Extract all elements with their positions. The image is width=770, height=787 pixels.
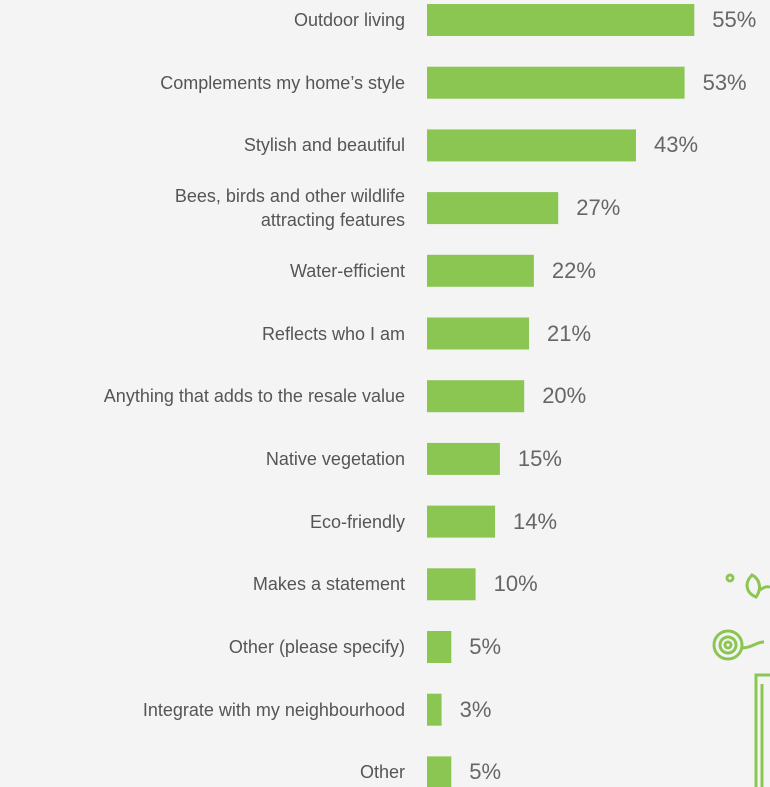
bar	[427, 442, 500, 475]
bar	[427, 129, 636, 162]
decoration-icon	[712, 573, 770, 787]
bar	[427, 631, 452, 663]
category-label: Outdoor living	[293, 10, 405, 30]
bar	[427, 192, 559, 225]
bar	[427, 66, 685, 99]
value-label: 27%	[576, 195, 621, 221]
category-label: Other	[359, 762, 405, 783]
bar	[427, 317, 530, 350]
value-label: 21%	[547, 320, 592, 346]
value-label: 3%	[459, 696, 492, 722]
category-label: Other (please specify)	[228, 637, 405, 657]
bar	[427, 4, 695, 36]
value-label: 14%	[513, 508, 558, 534]
bar	[427, 693, 442, 726]
bar	[427, 505, 496, 538]
category-label: Stylish and beautiful	[243, 135, 405, 156]
bar	[427, 568, 476, 601]
category-label: Integrate with my neighbourhood	[142, 699, 405, 720]
bar	[427, 380, 525, 413]
value-label: 53%	[702, 69, 747, 95]
category-label: Anything that adds to the resale value	[103, 386, 405, 407]
value-label: 20%	[542, 383, 587, 409]
value-label: 10%	[493, 571, 538, 597]
value-label: 5%	[469, 634, 502, 659]
value-label: 5%	[469, 759, 502, 785]
value-label: 55%	[712, 7, 757, 32]
category-label: Water-efficient	[289, 260, 405, 281]
value-label: 22%	[551, 257, 596, 283]
bar	[427, 254, 534, 287]
category-label: Bees, birds and other wildlife attractin…	[174, 186, 405, 231]
value-label: 43%	[653, 132, 699, 158]
category-label: Native vegetation	[265, 448, 405, 469]
bar	[427, 756, 452, 787]
category-label: Complements my home’s style	[160, 72, 405, 93]
category-label: Eco-friendly	[309, 511, 405, 532]
category-label: Reflects who I am	[261, 323, 405, 344]
value-label: 15%	[517, 445, 562, 471]
category-label: Makes a statement	[252, 574, 405, 595]
